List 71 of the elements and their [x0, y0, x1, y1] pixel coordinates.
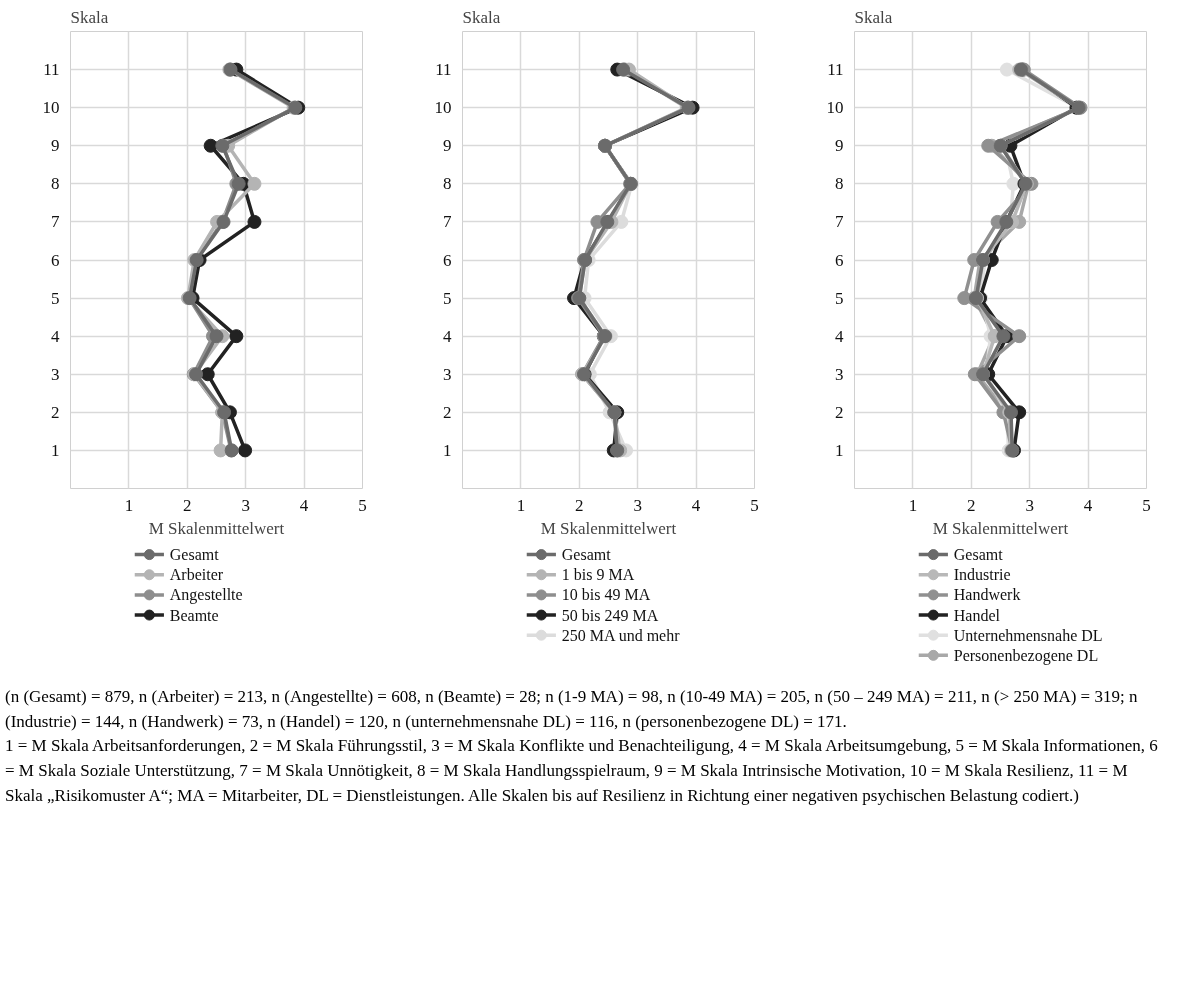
text: 1 = M Skala Arbeitsanforderungen, 2 = M Skala Führungsstil, 3 = M Skala Konflikte und Benachteiligung, 4 = M Skala Arbeitsumgebung, 5 = M Skala Informationen, 6 = M Skala Soziale Unterstützung, 7 = M Skala Unnötigkeit, 8 = M Skala Handlungsspielraum, 9 = M Skala Intrinsische Motivation, 10 = M Skala Resilienz, 11 = M Skala „Risikomuster A“; MA = Mitarbeiter, DL = Dienstleistungen. Alle Skalen bis auf Resilienz in Richtung einer negativen psychischen Belastung codiert.)	[5, 736, 1158, 805]
y-tick-label: 10	[42, 98, 60, 118]
x-axis-title: M Skalenmittelwert	[540, 518, 677, 538]
x-tick-label: 2	[967, 495, 976, 515]
y-tick-label: 1	[51, 440, 60, 460]
y-tick-label: 4	[51, 326, 60, 346]
y-tick-label: 1	[443, 440, 452, 460]
y-tick-label: 9	[443, 136, 452, 156]
x-axis-title: M Skalenmittelwert	[932, 518, 1069, 538]
x-tick-label: 4	[691, 495, 701, 515]
legend-label: Personenbezogene DL	[953, 646, 1099, 665]
y-tick-label: 9	[835, 136, 844, 156]
y-tick-label: 7	[51, 212, 60, 232]
y-tick-label: 3	[835, 364, 844, 384]
x-tick-label: 4	[1083, 495, 1093, 515]
legend-label: Handel	[953, 606, 1001, 624]
y-tick-label: 8	[51, 174, 60, 194]
x-tick-label: 5	[1142, 495, 1151, 515]
y-tick-label: 11	[827, 60, 844, 80]
y-tick-label: 8	[835, 174, 844, 194]
legend-label: Beamte	[169, 606, 219, 624]
x-tick-label: 5	[750, 495, 759, 515]
y-axis-title: Skala	[854, 7, 893, 27]
y-tick-label: 2	[443, 402, 452, 422]
y-tick-label: 8	[443, 174, 452, 194]
y-tick-label: 4	[443, 326, 452, 346]
y-tick-label: 5	[835, 288, 844, 308]
y-tick-label: 2	[835, 402, 844, 422]
legend-label: Unternehmensnahe DL	[953, 626, 1103, 644]
y-tick-label: 6	[443, 250, 452, 270]
y-tick-label: 11	[435, 60, 452, 80]
legend-label: Gesamt	[169, 546, 220, 564]
x-tick-label: 3	[1025, 495, 1034, 515]
x-tick-label: 1	[516, 495, 526, 515]
x-tick-label: 1	[908, 495, 918, 515]
y-tick-label: 6	[51, 250, 60, 270]
legend-label: Gesamt	[953, 546, 1004, 564]
y-tick-label: 4	[835, 326, 844, 346]
legend-label: Arbeiter	[169, 566, 224, 584]
y-tick-label: 5	[51, 288, 60, 308]
x-axis-title: M Skalenmittelwert	[148, 518, 285, 538]
legend-label: Angestellte	[169, 586, 243, 605]
legend-label: Gesamt	[561, 546, 612, 564]
legend-label: 250 MA und mehr	[561, 626, 681, 644]
x-tick-label: 3	[241, 495, 250, 515]
x-tick-label: 2	[575, 495, 584, 515]
y-tick-label: 2	[51, 402, 60, 422]
y-tick-label: 10	[826, 98, 844, 118]
y-tick-label: 3	[443, 364, 452, 384]
legend-label: 10 bis 49 MA	[561, 586, 651, 604]
y-tick-label: 7	[835, 212, 844, 232]
y-tick-label: 10	[434, 98, 452, 118]
y-tick-label: 6	[835, 250, 844, 270]
y-tick-label: 9	[51, 136, 60, 156]
x-tick-label: 5	[358, 495, 367, 515]
text: (n (Gesamt) = 879, n (Arbeiter) = 213, n (Angestellte) = 608, n (Beamte) = 28; n (1-9 MA) = 98, n (10-49 MA) = 205, n (50 – 249 MA) = 211, n (> 250 MA) = 319; n (Industrie) = 144, n (Handwerk) = 73, n (Handel) = 120, n (unternehmensnahe DL) = 116, n (personenbezogene DL) = 171.	[5, 687, 1138, 731]
x-tick-label: 1	[124, 495, 134, 515]
x-tick-label: 4	[299, 495, 309, 515]
x-tick-label: 2	[183, 495, 192, 515]
y-axis-title: Skala	[70, 7, 109, 27]
y-tick-label: 5	[443, 288, 452, 308]
legend-label: Industrie	[953, 566, 1011, 584]
y-tick-label: 11	[43, 60, 60, 80]
y-axis-title: Skala	[462, 7, 501, 27]
legend-label: 50 bis 249 MA	[561, 606, 659, 624]
x-tick-label: 3	[633, 495, 642, 515]
legend-label: Handwerk	[953, 586, 1021, 604]
y-tick-label: 3	[51, 364, 60, 384]
legend-label: 1 bis 9 MA	[561, 566, 635, 584]
y-tick-label: 7	[443, 212, 452, 232]
y-tick-label: 1	[835, 440, 844, 460]
